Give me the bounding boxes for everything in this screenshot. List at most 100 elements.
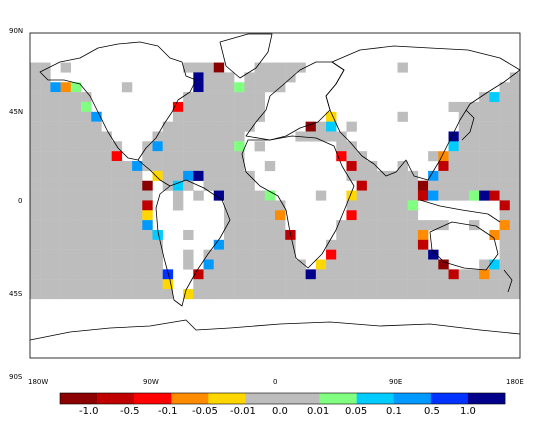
grid-cell — [30, 249, 41, 260]
grid-cell — [509, 289, 521, 300]
grid-cell — [448, 180, 459, 191]
grid-cell — [509, 259, 521, 270]
grid-cell — [417, 180, 429, 191]
grid-cell — [121, 170, 133, 181]
grid-cell — [448, 131, 459, 142]
grid-cell — [244, 200, 255, 211]
grid-cell — [60, 62, 72, 73]
grid-cell — [458, 279, 470, 290]
grid-cell — [60, 269, 72, 280]
grid-cell — [162, 161, 174, 172]
grid-cell — [254, 200, 265, 211]
lon-tick-90e: 90E — [389, 378, 403, 386]
grid-cell — [172, 141, 184, 152]
grid-cell — [203, 141, 214, 152]
grid-cell — [142, 279, 153, 290]
grid-cell — [489, 151, 500, 162]
grid-cell — [183, 131, 194, 142]
grid-cell — [244, 220, 255, 231]
grid-cell — [346, 259, 357, 270]
grid-cell — [479, 121, 490, 132]
grid-cell — [285, 249, 296, 260]
grid-cell — [40, 111, 51, 122]
grid-cell — [60, 111, 72, 122]
grid-cell — [50, 161, 61, 172]
grid-cell — [356, 170, 368, 181]
grid-cell — [234, 151, 245, 162]
grid-cell — [509, 92, 521, 103]
grid-cell — [152, 141, 163, 152]
grid-cell — [234, 289, 245, 300]
grid-cell — [213, 121, 225, 132]
coastline-antarctica — [29, 319, 521, 341]
grid-cell — [366, 279, 378, 290]
grid-cell — [50, 289, 61, 300]
grid-cell — [91, 269, 102, 280]
grid-cell — [346, 269, 357, 280]
grid-cell — [30, 200, 41, 211]
grid-cell — [40, 121, 51, 132]
grid-cell — [70, 111, 82, 122]
grid-cell — [193, 289, 204, 300]
grid-cell — [244, 121, 255, 132]
grid-cell — [30, 229, 41, 241]
grid-cell — [40, 220, 51, 231]
grid-cell — [264, 72, 276, 83]
grid-cell — [172, 170, 184, 181]
grid-cell — [203, 101, 214, 112]
grid-cell — [81, 239, 92, 250]
grid-cell — [132, 259, 143, 270]
grid-cell — [326, 121, 337, 132]
grid-cell — [111, 220, 123, 231]
grid-cell — [275, 220, 286, 231]
colorbar-swatch — [393, 393, 432, 404]
grid-cell — [244, 210, 255, 221]
grid-cell — [275, 229, 286, 241]
grid-cell — [234, 190, 245, 201]
grid-cell — [264, 220, 276, 231]
grid-cell — [40, 151, 51, 162]
grid-cell — [203, 111, 214, 122]
coastline-south-america — [155, 179, 231, 307]
grid-cell — [172, 121, 184, 132]
grid-cell — [193, 121, 204, 132]
grid-cell — [499, 289, 510, 300]
grid-cell — [244, 269, 255, 280]
grid-cell — [132, 239, 143, 250]
grid-cell — [193, 131, 204, 142]
grid-cell — [60, 190, 72, 201]
grid-cell — [223, 190, 235, 201]
grid-cell — [479, 111, 490, 122]
grid-cell — [213, 151, 225, 162]
grid-cell — [479, 92, 490, 103]
grid-cell — [60, 239, 72, 250]
grid-cell — [397, 62, 408, 73]
grid-cell — [111, 289, 123, 300]
grid-cell — [50, 229, 61, 241]
grid-cell — [244, 101, 255, 112]
grid-cell — [213, 259, 225, 270]
gridcell-layer — [30, 62, 521, 300]
grid-cell — [132, 161, 143, 172]
grid-cell — [60, 92, 72, 103]
grid-cell — [193, 161, 204, 172]
grid-cell — [121, 269, 133, 280]
grid-cell — [203, 62, 214, 73]
grid-cell — [60, 210, 72, 221]
grid-cell — [489, 121, 500, 132]
grid-cell — [315, 289, 327, 300]
grid-cell — [132, 269, 143, 280]
grid-cell — [193, 269, 204, 280]
grid-cell — [356, 190, 368, 201]
grid-cell — [468, 269, 480, 280]
grid-cell — [285, 289, 296, 300]
grid-cell — [458, 170, 470, 181]
grid-cell — [275, 249, 286, 260]
grid-cell — [489, 279, 500, 290]
grid-cell — [121, 259, 133, 270]
grid-cell — [438, 259, 449, 270]
grid-cell — [172, 111, 184, 122]
grid-cell — [305, 279, 317, 290]
grid-cell — [489, 92, 500, 103]
grid-cell — [81, 180, 92, 191]
